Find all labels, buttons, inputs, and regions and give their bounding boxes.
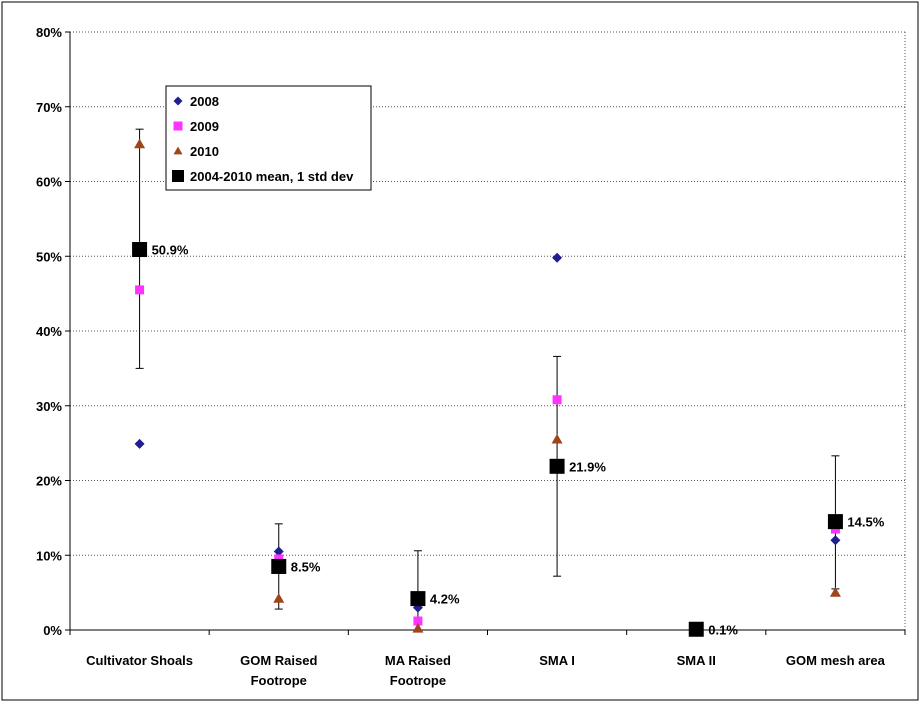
point-series-1 <box>413 616 423 626</box>
x-category-label: SMA II <box>677 653 716 668</box>
y-tick-label: 80% <box>36 25 62 40</box>
x-category-label-line: Footrope <box>251 673 307 688</box>
data-label: 21.9% <box>569 459 606 474</box>
y-tick-label: 60% <box>36 175 62 190</box>
y-tick-label: 0% <box>43 623 62 638</box>
y-tick-label: 30% <box>36 399 62 414</box>
y-tick-label: 50% <box>36 249 62 264</box>
legend-marker-3 <box>172 170 184 182</box>
y-tick-label: 40% <box>36 324 62 339</box>
x-category-label-line: SMA II <box>677 653 716 668</box>
point-series-3 <box>410 591 426 607</box>
data-label: 4.2% <box>430 592 460 607</box>
data-label: 0.1% <box>708 622 738 637</box>
legend-box <box>165 85 372 191</box>
point-series-0 <box>552 252 563 263</box>
x-category-label: MA Raised Footrope <box>385 653 451 688</box>
point-series-2 <box>134 138 146 149</box>
x-category-label: GOM Raised Footrope <box>240 653 317 688</box>
data-points <box>132 138 843 637</box>
legend: 2008 2009 2010 2004-2010 mean, 1 std dev <box>165 85 372 191</box>
x-category-label-line: Footrope <box>390 673 446 688</box>
x-category-label-line: GOM Raised <box>240 653 317 668</box>
point-series-0 <box>830 535 841 546</box>
axes <box>65 31 906 635</box>
y-tick-labels: 0% 10% 20% 30% 40% 50% 60% 70% 80% <box>36 25 62 638</box>
point-series-2 <box>412 623 424 633</box>
point-series-0 <box>273 546 284 557</box>
y-tick-label: 70% <box>36 100 62 115</box>
legend-marker-2 <box>173 146 183 155</box>
x-category-label-line: Cultivator Shoals <box>86 653 193 668</box>
data-label: 8.5% <box>291 559 321 574</box>
legend-marker-0 <box>173 96 183 106</box>
legend-marker-1 <box>173 121 183 131</box>
point-series-3 <box>132 242 148 258</box>
data-labels: 50.9% 8.5% 4.2% 21.9% 0.1% 14.5% <box>152 243 885 638</box>
point-series-0 <box>134 438 145 449</box>
point-series-3 <box>827 514 843 530</box>
legend-label: 2008 <box>190 94 219 109</box>
y-tick-label: 20% <box>36 474 62 489</box>
x-category-label: Cultivator Shoals <box>86 653 193 668</box>
legend-label: 2009 <box>190 119 219 134</box>
legend-label: 2010 <box>190 144 219 159</box>
y-tick-label: 10% <box>36 548 62 563</box>
data-label: 14.5% <box>847 515 884 530</box>
point-series-1 <box>552 395 562 405</box>
legend-label: 2004-2010 mean, 1 std dev <box>190 169 354 184</box>
x-category-label-line: MA Raised <box>385 653 451 668</box>
point-series-2 <box>829 587 841 597</box>
point-series-3 <box>271 558 287 574</box>
x-category-label-line: GOM mesh area <box>786 653 886 668</box>
point-series-2 <box>273 593 285 603</box>
point-series-3 <box>688 621 704 637</box>
x-category-label: GOM mesh area <box>786 653 886 668</box>
data-label: 50.9% <box>152 243 189 258</box>
x-category-label: SMA I <box>539 653 575 668</box>
gridlines <box>70 31 906 630</box>
point-series-3 <box>549 458 565 474</box>
point-series-2 <box>551 433 563 444</box>
point-series-1 <box>135 285 145 295</box>
x-category-label-line: SMA I <box>539 653 575 668</box>
